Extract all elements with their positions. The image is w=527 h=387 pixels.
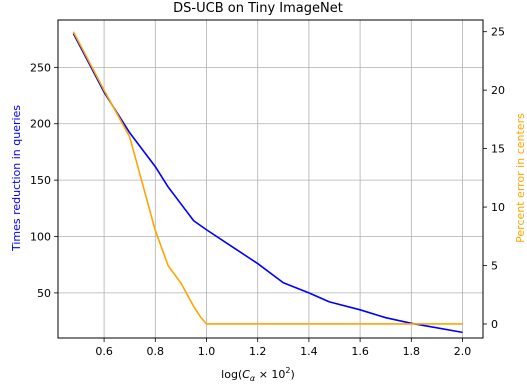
chart-title: DS-UCB on Tiny ImageNet	[173, 1, 343, 16]
y-right-tick-label: 5	[491, 260, 498, 273]
y-right-tick-label: 20	[491, 84, 505, 97]
y-left-axis-label: Times reduction in queries	[10, 105, 23, 252]
series-line-queries	[72, 33, 463, 334]
x-axis-label-sup: 2	[285, 366, 290, 375]
y-left-tick-label: 150	[30, 174, 51, 187]
plot-frame	[57, 19, 484, 339]
series-layer	[72, 31, 463, 334]
x-tick-label: 0.6	[95, 345, 113, 358]
x-tick-label: 1.8	[403, 345, 421, 358]
x-axis-label-close: )	[291, 368, 295, 381]
x-axis-label-main: log(	[221, 368, 242, 381]
series-line-error	[72, 31, 463, 325]
x-tick-label: 1.2	[249, 345, 267, 358]
y-left-tick-label: 250	[30, 61, 51, 74]
x-tick-label: 1.4	[300, 345, 318, 358]
x-axis-label: log(Cα × 102)	[221, 366, 295, 383]
x-axis-label-var: C	[242, 368, 250, 381]
ticks: 0.6 0.8 1.0 1.2 1.4 1.6 1.8 2.0 50 100 150 200 250 0 5…	[30, 26, 505, 358]
grid	[58, 20, 483, 338]
y-left-tick-label: 100	[30, 231, 51, 244]
y-left-tick-label: 200	[30, 118, 51, 131]
y-right-tick-label: 15	[491, 143, 505, 156]
y-right-axis-label: Percent error in centers	[514, 113, 527, 243]
y-right-tick-label: 0	[491, 318, 498, 331]
x-axis-label-times: × 10	[255, 368, 285, 381]
x-tick-label: 2.0	[454, 345, 472, 358]
y-left-tick-label: 50	[37, 287, 51, 300]
x-axis-label-sub: α	[250, 374, 256, 383]
y-right-tick-label: 25	[491, 26, 505, 39]
y-right-tick-label: 10	[491, 201, 505, 214]
x-tick-label: 0.8	[147, 345, 165, 358]
x-tick-label: 1.6	[351, 345, 369, 358]
x-tick-label: 1.0	[198, 345, 216, 358]
